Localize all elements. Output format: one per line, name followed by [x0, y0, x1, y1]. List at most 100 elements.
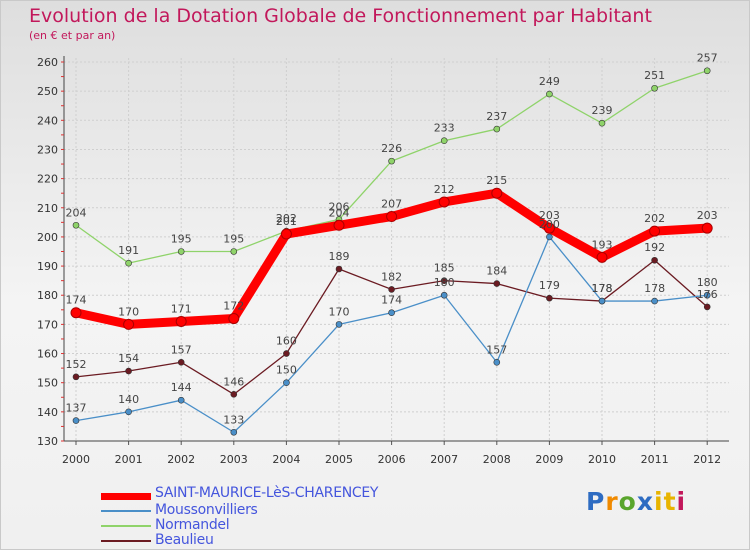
data-label-2-2008: 237 — [486, 110, 507, 123]
data-label-0-2003: 172 — [223, 300, 244, 313]
chart-subtitle: (en € et par an) — [29, 29, 116, 42]
series-point-0-2006 — [386, 211, 398, 223]
data-label-3-2007: 185 — [434, 262, 455, 275]
data-label-0-2012: 203 — [697, 209, 718, 222]
legend-swatch-saint-maurice — [101, 493, 151, 500]
x-tick-label-2010: 2010 — [588, 453, 616, 466]
data-label-0-2007: 212 — [434, 183, 455, 196]
series-point-1-2003 — [230, 428, 238, 436]
y-tick-label-190: 190 — [37, 260, 58, 273]
series-point-3-2009 — [546, 294, 553, 302]
data-label-0-2002: 171 — [171, 302, 192, 315]
data-label-3-2011: 192 — [644, 241, 665, 254]
x-tick-label-2000: 2000 — [62, 453, 90, 466]
series-point-1-2012 — [703, 291, 711, 299]
logo-letter: o — [618, 487, 637, 516]
y-tick-label-220: 220 — [37, 173, 58, 186]
x-tick-label-2002: 2002 — [167, 453, 195, 466]
series-point-0-2010 — [596, 251, 608, 263]
series-point-3-2003 — [230, 391, 238, 398]
series-point-0-2003 — [228, 313, 240, 325]
series-point-1-2000 — [72, 417, 80, 424]
series-point-1-2009 — [546, 233, 553, 241]
data-label-1-2007: 180 — [434, 276, 455, 289]
series-point-3-2012 — [703, 303, 711, 311]
series-point-2-2001 — [125, 259, 132, 267]
data-label-1-2012: 180 — [697, 276, 718, 289]
series-point-3-2004 — [283, 350, 290, 357]
x-tick-label-2005: 2005 — [325, 453, 353, 466]
data-label-1-2011: 178 — [644, 282, 665, 295]
data-label-1-2001: 140 — [118, 393, 139, 406]
data-label-3-2000: 152 — [66, 358, 87, 371]
data-label-0-2008: 215 — [486, 174, 507, 187]
data-label-2-2007: 233 — [434, 122, 455, 135]
y-tick-label-180: 180 — [37, 289, 58, 302]
legend-label-moussonvilliers: Moussonvilliers — [155, 502, 258, 518]
series-point-2-2003 — [230, 248, 238, 255]
data-label-0-2004: 201 — [276, 215, 297, 228]
data-label-3-2009: 179 — [539, 279, 560, 292]
data-label-3-2001: 154 — [118, 352, 139, 365]
data-label-2-2009: 249 — [539, 75, 560, 88]
y-tick-label-200: 200 — [37, 231, 58, 244]
series-point-3-2007 — [440, 277, 448, 284]
x-tick-label-2008: 2008 — [483, 453, 511, 466]
logo-letter: i — [676, 487, 687, 516]
logo-letter: r — [605, 487, 619, 516]
y-tick-label-230: 230 — [37, 143, 58, 156]
data-label-3-2005: 189 — [329, 250, 350, 263]
series-point-2-2009 — [546, 90, 553, 98]
series-point-0-2004 — [280, 228, 292, 240]
data-label-2-2003: 195 — [223, 233, 244, 246]
series-point-1-2001 — [125, 408, 132, 416]
data-label-2-2012: 257 — [697, 52, 718, 65]
plot-area — [64, 58, 732, 441]
series-point-3-2002 — [177, 358, 185, 366]
series-point-1-2008 — [493, 358, 501, 366]
data-label-1-2008: 157 — [486, 343, 507, 356]
data-label-1-2003: 133 — [223, 413, 244, 426]
logo-letter: x — [636, 487, 654, 516]
series-point-2-2012 — [703, 67, 711, 75]
data-label-3-2010: 178 — [592, 282, 613, 295]
series-point-1-2011 — [651, 297, 658, 305]
data-label-2-2005: 206 — [329, 200, 350, 213]
data-label-0-2011: 202 — [644, 212, 665, 225]
y-tick-label-170: 170 — [37, 318, 58, 331]
series-point-2-2010 — [598, 119, 606, 127]
data-label-1-2004: 150 — [276, 364, 297, 377]
series-point-1-2005 — [335, 321, 343, 328]
series-point-1-2007 — [440, 291, 448, 299]
series-point-2-2002 — [177, 248, 185, 255]
data-label-2-2004: 202 — [276, 212, 297, 225]
series-point-0-2005 — [333, 219, 345, 231]
data-label-3-2002: 157 — [171, 343, 192, 356]
series-point-2-2011 — [651, 84, 658, 92]
data-label-0-2005: 204 — [329, 206, 350, 219]
legend-swatch-beaulieu — [101, 540, 151, 542]
series-point-3-2005 — [335, 265, 343, 273]
data-label-3-2003: 146 — [223, 375, 244, 388]
series-point-0-2008 — [491, 187, 503, 199]
legend-label-beaulieu: Beaulieu — [155, 532, 214, 548]
series-point-0-2009 — [543, 222, 555, 234]
data-label-0-2009: 203 — [539, 209, 560, 222]
data-label-0-2001: 170 — [118, 305, 139, 318]
data-label-2-2011: 251 — [644, 69, 665, 82]
series-point-0-2000 — [70, 307, 82, 319]
series-point-0-2002 — [175, 315, 187, 327]
y-tick-label-160: 160 — [37, 348, 58, 361]
data-label-1-2009: 200 — [539, 218, 560, 231]
data-label-0-2010: 193 — [592, 238, 613, 251]
x-tick-label-2009: 2009 — [535, 453, 563, 466]
y-tick-label-150: 150 — [37, 377, 58, 390]
series-point-3-2008 — [493, 280, 501, 287]
series-point-0-2001 — [123, 318, 135, 330]
y-tick-label-210: 210 — [37, 202, 58, 215]
series-point-3-2000 — [72, 373, 80, 381]
series-point-1-2010 — [598, 297, 606, 305]
data-label-1-2010: 178 — [592, 282, 613, 295]
x-tick-label-2012: 2012 — [693, 453, 721, 466]
series-point-0-2012 — [701, 222, 713, 234]
